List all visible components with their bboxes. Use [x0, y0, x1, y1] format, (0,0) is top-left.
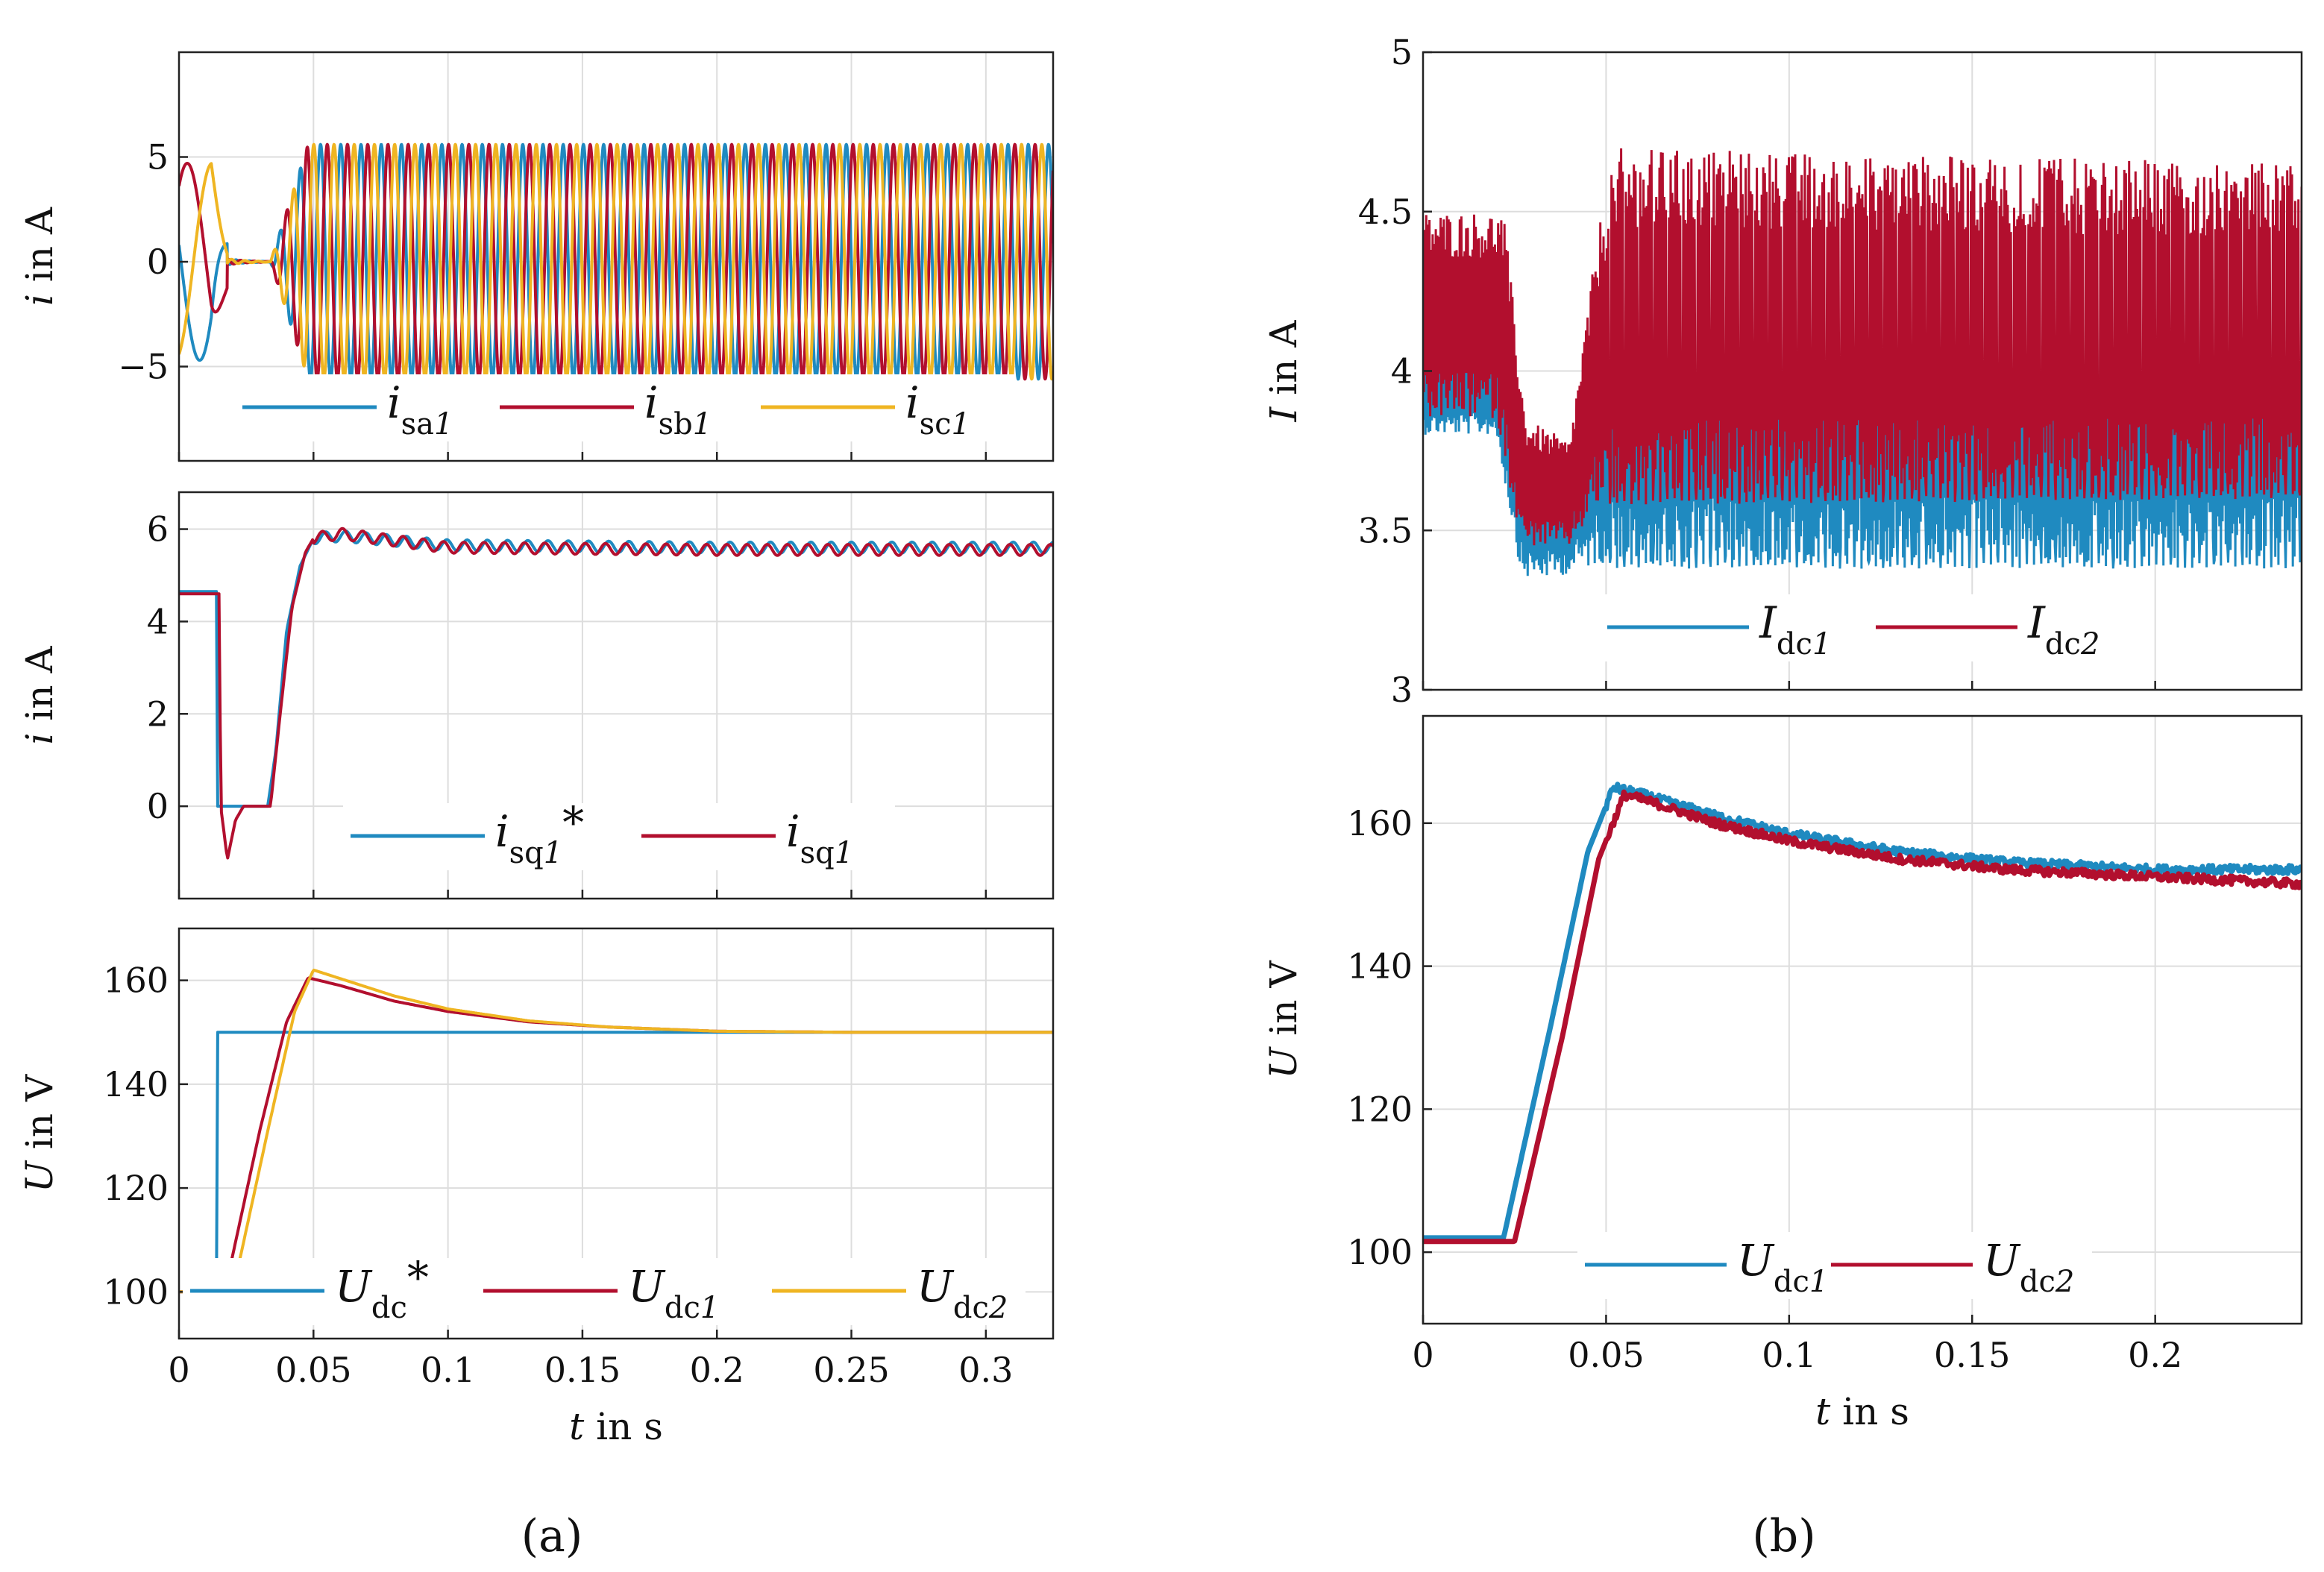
- legend-entry: Udc1: [628, 1261, 719, 1325]
- y-tick-label: 5: [147, 137, 169, 177]
- axes-frame: [178, 51, 1055, 462]
- x-axis-label: t in s: [1815, 1390, 1909, 1433]
- legend: isq1* isq1: [343, 797, 895, 870]
- legend: isa1 isb1 isc1: [235, 374, 1014, 441]
- y-tick-label: 4: [147, 601, 169, 641]
- legend: Idc1 Idc2: [1600, 594, 2137, 661]
- y-tick-label: 120: [1347, 1089, 1413, 1129]
- legend-entry: isq1: [786, 806, 853, 870]
- y-tick-label: 0: [147, 786, 169, 826]
- series-isa1: [179, 142, 1053, 381]
- axes-frame: [1422, 714, 2303, 1325]
- series-Idc2: [1423, 148, 2302, 546]
- legend: Udc* Udc1 Udc2: [183, 1252, 1026, 1325]
- x-tick-label: 0.15: [1934, 1335, 2010, 1375]
- x-tick-label: 0.25: [813, 1350, 889, 1390]
- y-axis-label: I in A: [1262, 320, 1305, 423]
- chart-panel-a-phase-currents: −5 0 5 i in A isa1 isb1 isc1: [18, 51, 1055, 462]
- x-tick-label: 0: [168, 1350, 189, 1390]
- legend-entry: isb1: [644, 377, 712, 441]
- x-tick-label: 0.2: [690, 1350, 744, 1390]
- y-tick-label: 5: [1391, 32, 1413, 72]
- y-tick-label: 0: [147, 242, 169, 282]
- y-axis-label: U in V: [1262, 960, 1305, 1078]
- legend-entry: Udc1: [1737, 1235, 1828, 1299]
- y-tick-label: 140: [103, 1064, 169, 1104]
- y-tick-label: 140: [1347, 946, 1413, 987]
- x-tick-label: 0.3: [958, 1350, 1013, 1390]
- x-axis-label: t in s: [569, 1405, 663, 1448]
- y-tick-label: 3.5: [1358, 510, 1413, 550]
- y-axis-label: i in A: [18, 207, 61, 306]
- y-tick-label: 4.5: [1358, 192, 1413, 232]
- legend-entry: isq1*: [495, 797, 584, 870]
- chart-panel-a-q-current: 0 2 4 6 i in A isq1* isq1: [18, 491, 1055, 900]
- y-axis-label: i in A: [18, 646, 61, 745]
- series-Udc1: [1423, 782, 2302, 1241]
- chart-panel-a-dc-voltage: 100 120 140 160 0 0.05 0.1 0.15 0.2 0.25 0.3 U in V…: [18, 927, 1055, 1448]
- y-tick-label: 160: [1347, 803, 1413, 843]
- y-tick-label: 6: [147, 509, 169, 550]
- legend-entry: isa1: [387, 377, 453, 441]
- axes-frame: [178, 491, 1055, 900]
- legend-entry: Udc2: [917, 1261, 1008, 1325]
- legend-entry: isc1: [905, 377, 970, 441]
- chart-panel-b-dc-voltage: 100 120 140 160 0 0.05 0.1 0.15 0.2 U in V t in s U…: [1262, 714, 2303, 1433]
- y-tick-label: 100: [1347, 1232, 1413, 1272]
- x-tick-label: 0.05: [1568, 1335, 1644, 1375]
- series-Udc2: [1423, 789, 2302, 1245]
- axes-frame: [178, 927, 1055, 1340]
- chart-panel-b-dc-current: 3 3.5 4 4.5 5 I in A Idc1 Idc2: [1262, 32, 2303, 710]
- x-tick-label: 0.15: [544, 1350, 621, 1390]
- y-tick-label: −5: [118, 347, 169, 387]
- y-tick-label: 160: [103, 961, 169, 1001]
- series-Udc2: [179, 968, 1053, 1294]
- legend-entry: Udc*: [335, 1252, 429, 1325]
- series-isq1: [179, 526, 1053, 860]
- y-tick-label: 3: [1391, 670, 1413, 710]
- y-tick-label: 100: [103, 1271, 169, 1312]
- x-tick-label: 0.2: [2128, 1335, 2182, 1375]
- legend: Udc1 Udc2: [1577, 1232, 2092, 1299]
- y-tick-label: 2: [147, 694, 169, 734]
- y-tick-label: 120: [103, 1168, 169, 1208]
- caption-b: (b): [1752, 1510, 1815, 1562]
- x-tick-label: 0: [1412, 1335, 1433, 1375]
- caption-a: (a): [521, 1510, 583, 1562]
- y-axis-label: U in V: [18, 1074, 61, 1192]
- x-tick-label: 0.1: [421, 1350, 475, 1390]
- y-tick-label: 4: [1391, 351, 1413, 392]
- x-tick-label: 0.05: [275, 1350, 351, 1390]
- legend-entry: Idc2: [2027, 597, 2100, 661]
- legend-entry: Idc1: [1759, 597, 1831, 661]
- legend-entry: Udc2: [1983, 1235, 2074, 1299]
- x-tick-label: 0.1: [1762, 1335, 1816, 1375]
